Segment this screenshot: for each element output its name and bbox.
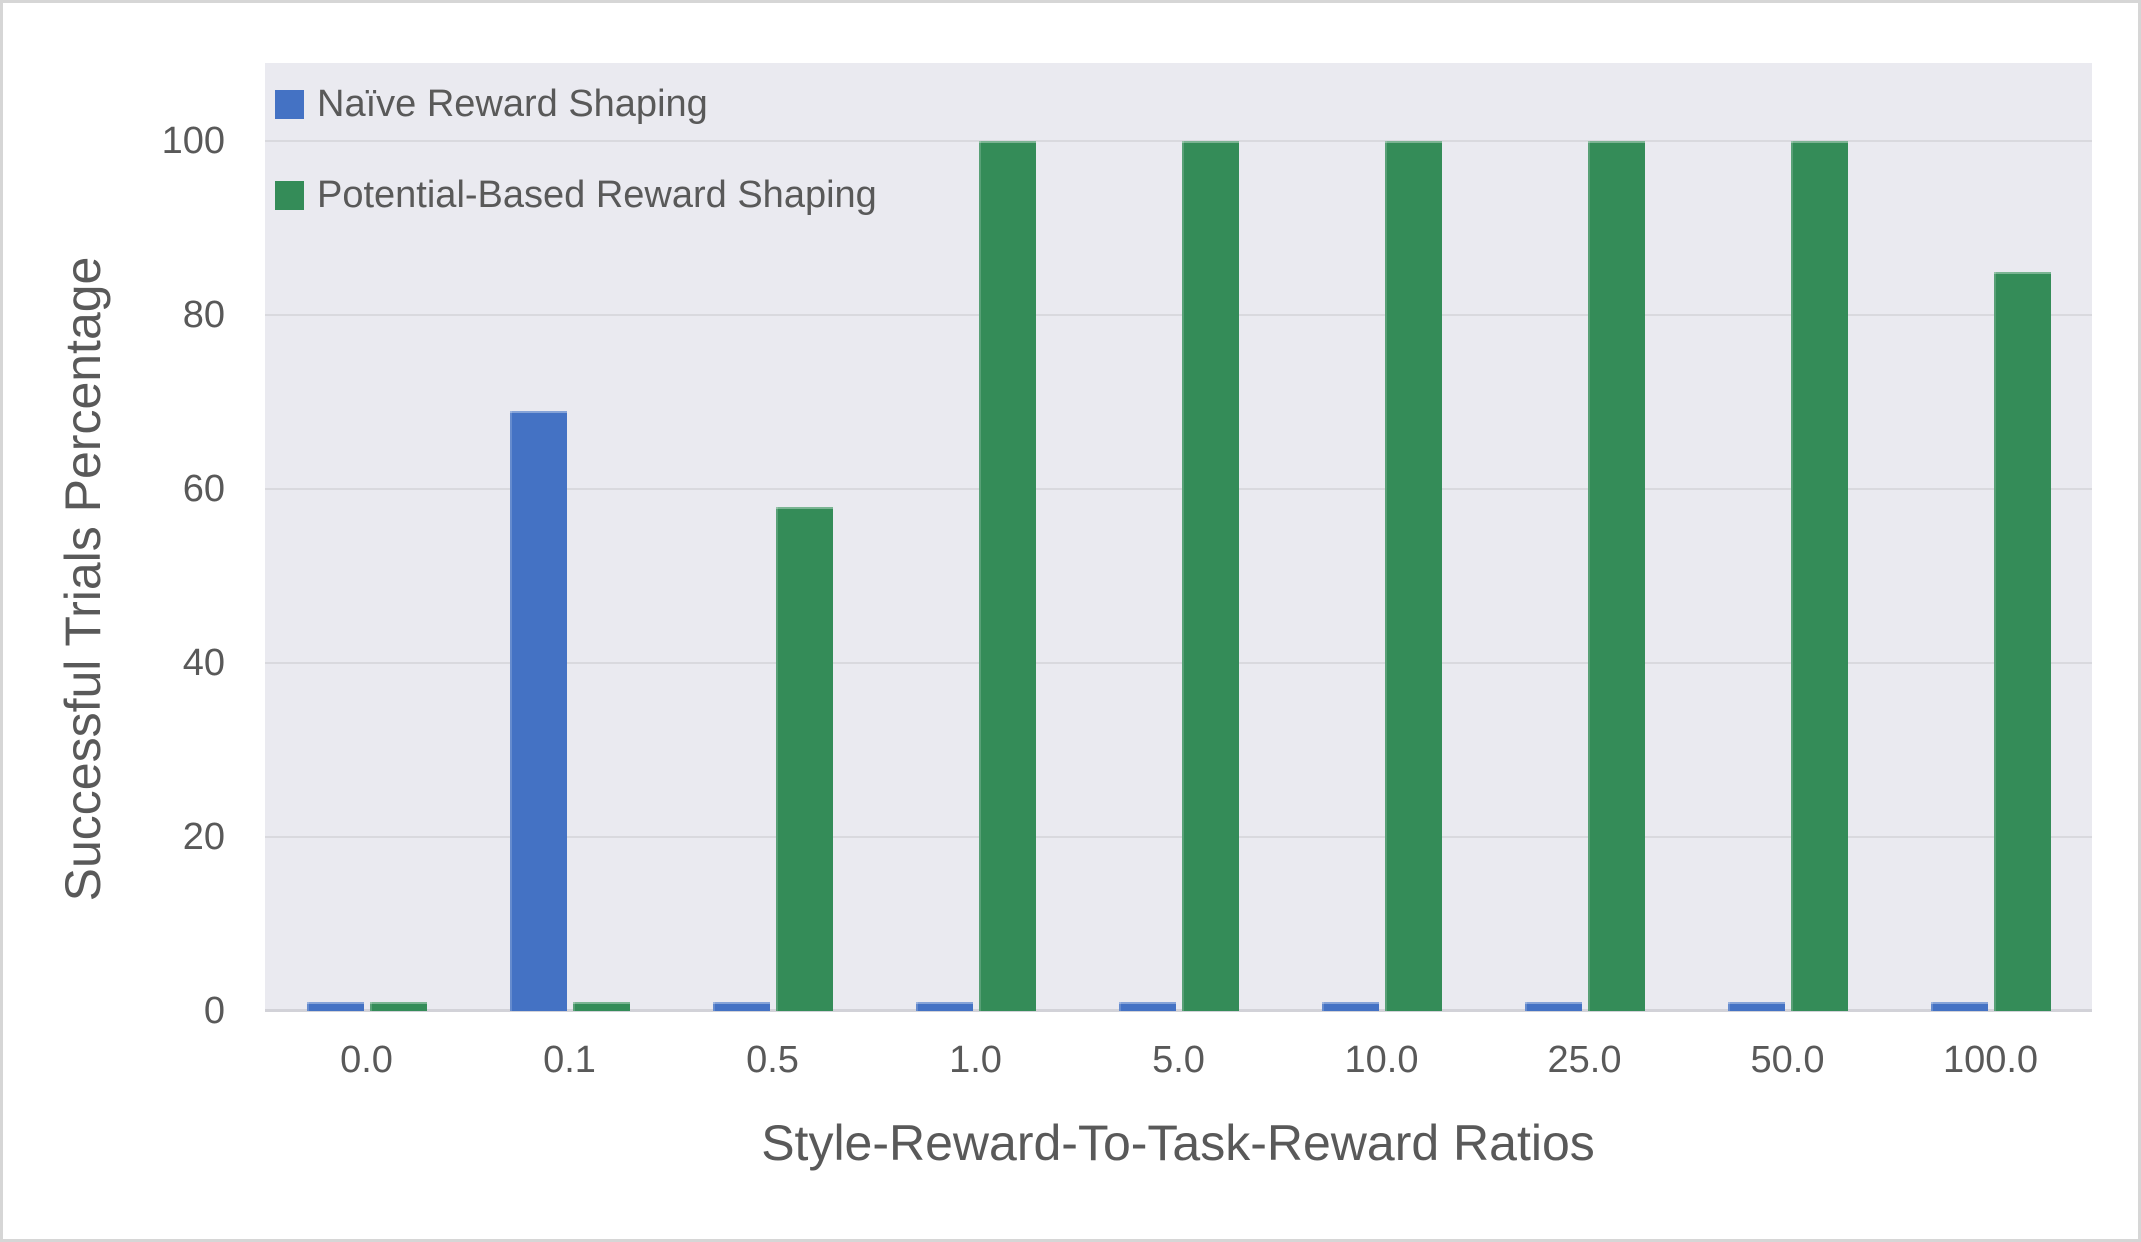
bar-naive-100.0 xyxy=(1930,1002,1988,1011)
x-tick-label-0.5: 0.5 xyxy=(746,1039,799,1081)
bar-pbrs-100.0 xyxy=(1993,271,2051,1011)
legend-item-pbrs: Potential-Based Reward Shaping xyxy=(275,172,877,218)
gridline-y-80 xyxy=(265,314,2092,317)
bar-pbrs-0.5 xyxy=(775,506,833,1011)
y-tick-label-100: 100 xyxy=(161,120,225,163)
bar-naive-50.0 xyxy=(1727,1002,1785,1011)
gridline-y-60 xyxy=(265,488,2092,491)
bar-pbrs-25.0 xyxy=(1587,141,1645,1011)
x-tick-label-10.0: 10.0 xyxy=(1344,1039,1419,1081)
bar-pbrs-1.0 xyxy=(978,141,1036,1011)
bar-pbrs-10.0 xyxy=(1384,141,1442,1011)
x-tick-label-1.0: 1.0 xyxy=(949,1039,1002,1081)
legend: Naïve Reward Shaping Potential-Based Rewa… xyxy=(275,81,877,263)
gridline-y-40 xyxy=(265,662,2092,665)
bar-naive-0.5 xyxy=(712,1002,770,1011)
y-tick-label-0: 0 xyxy=(203,990,225,1032)
x-tick-label-25.0: 25.0 xyxy=(1547,1039,1622,1081)
bar-naive-10.0 xyxy=(1321,1002,1379,1011)
bar-naive-0.0 xyxy=(306,1002,364,1011)
bar-pbrs-0.1 xyxy=(572,1002,630,1011)
bar-pbrs-50.0 xyxy=(1790,141,1848,1011)
bar-pbrs-5.0 xyxy=(1181,141,1239,1011)
bar-naive-0.1 xyxy=(509,410,567,1011)
x-tick-label-50.0: 50.0 xyxy=(1750,1039,1825,1081)
x-tick-label-0.1: 0.1 xyxy=(543,1039,596,1081)
y-tick-label-80: 80 xyxy=(182,294,225,337)
legend-label: Naïve Reward Shaping xyxy=(317,83,708,125)
y-axis-title: Successful Trials Percentage xyxy=(55,256,111,902)
x-tick-label-0.0: 0.0 xyxy=(340,1039,393,1081)
legend-swatch-icon xyxy=(275,180,304,210)
legend-swatch-icon xyxy=(275,89,304,119)
x-axis-line xyxy=(265,1009,2092,1012)
x-tick-label-5.0: 5.0 xyxy=(1152,1039,1205,1081)
y-tick-label-60: 60 xyxy=(182,468,225,511)
gridline-y-20 xyxy=(265,836,2092,839)
x-tick-label-100.0: 100.0 xyxy=(1942,1039,2039,1081)
y-tick-label-40: 40 xyxy=(182,642,225,685)
bar-naive-5.0 xyxy=(1118,1002,1176,1011)
bar-naive-25.0 xyxy=(1524,1002,1582,1011)
x-axis-title: Style-Reward-To-Task-Reward Ratios xyxy=(761,1115,1595,1171)
bar-pbrs-0.0 xyxy=(369,1002,427,1011)
plot-area xyxy=(265,63,2092,1012)
legend-label: Potential-Based Reward Shaping xyxy=(317,174,877,216)
legend-item-naive: Naïve Reward Shaping xyxy=(275,81,877,127)
bar-naive-1.0 xyxy=(915,1002,973,1011)
y-tick-label-20: 20 xyxy=(182,816,225,859)
gridline-y-100 xyxy=(265,140,2092,143)
